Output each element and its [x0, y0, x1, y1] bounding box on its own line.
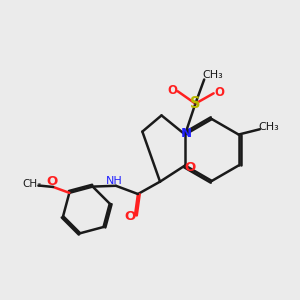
- Text: S: S: [190, 96, 201, 111]
- Text: NH: NH: [106, 176, 123, 186]
- Text: CH₃: CH₃: [202, 70, 223, 80]
- Text: CH₃: CH₃: [22, 179, 42, 189]
- Text: O: O: [167, 84, 177, 97]
- Text: CH₃: CH₃: [259, 122, 280, 133]
- Text: O: O: [46, 175, 58, 188]
- Text: O: O: [214, 85, 224, 99]
- Text: O: O: [124, 210, 135, 223]
- Text: O: O: [185, 161, 196, 174]
- Text: N: N: [181, 127, 192, 140]
